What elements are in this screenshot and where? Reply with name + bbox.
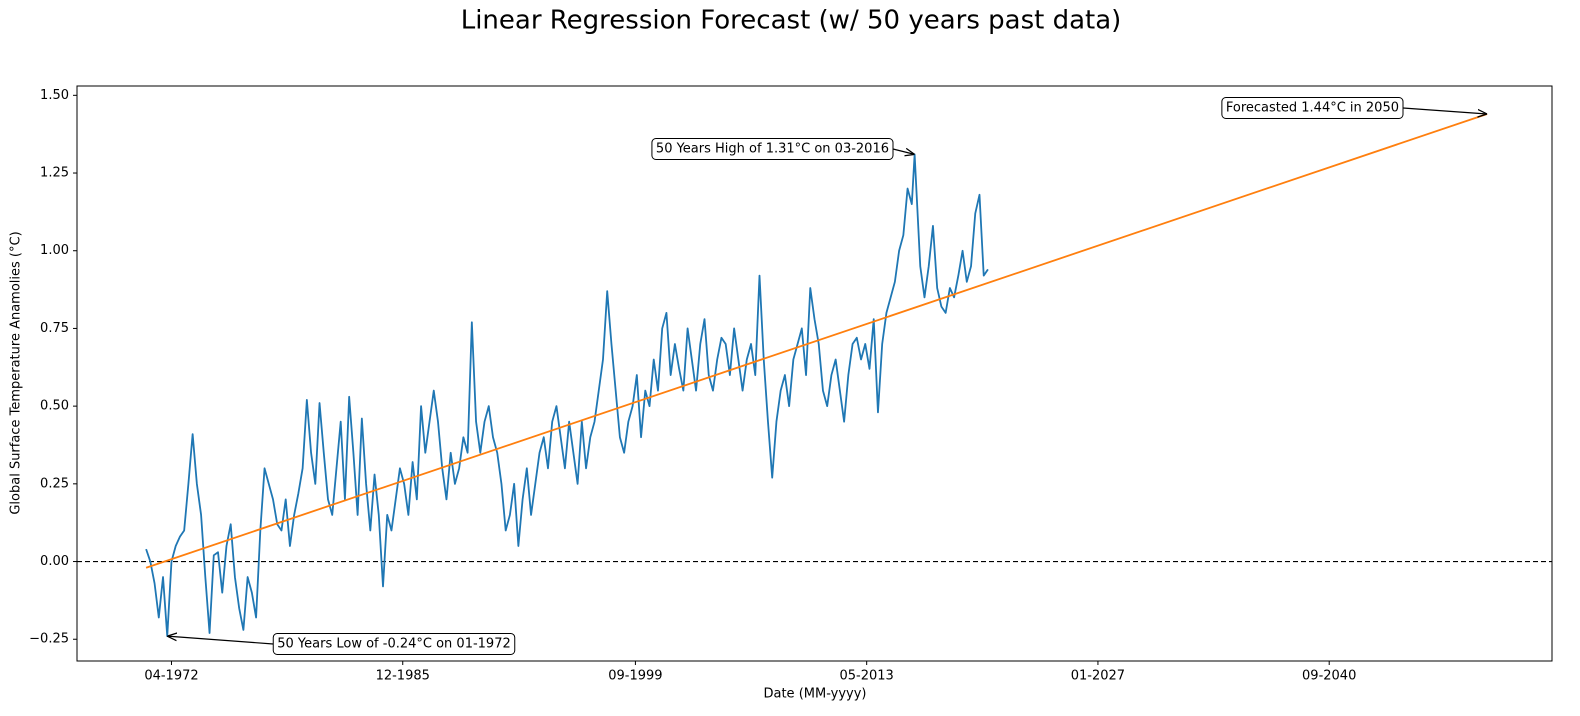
data-line bbox=[145, 113, 1488, 569]
y-tick-label: 0.75 bbox=[40, 321, 69, 336]
x-tick-label: 09-1999 bbox=[608, 669, 662, 684]
y-tick-label: 0.50 bbox=[40, 399, 69, 414]
annotation-arrow bbox=[1402, 107, 1487, 114]
y-tick-label: 0.25 bbox=[40, 476, 69, 491]
y-axis-label: Global Surface Temperature Anamolies (°C… bbox=[9, 231, 24, 514]
y-tick-label: 1.00 bbox=[40, 243, 69, 258]
data-line bbox=[145, 153, 989, 638]
x-tick-label: 01-2027 bbox=[1071, 669, 1125, 684]
annotation-text: 50 Years Low of -0.24°C on 01-1972 bbox=[277, 637, 511, 652]
plot-frame bbox=[76, 85, 1553, 662]
annotation-arrow bbox=[892, 149, 915, 154]
annotation-arrow bbox=[167, 636, 274, 645]
chart-title: Linear Regression Forecast (w/ 50 years … bbox=[461, 6, 1122, 36]
annotation-text: Forecasted 1.44°C in 2050 bbox=[1226, 101, 1399, 116]
y-tick-label: −0.25 bbox=[29, 632, 69, 647]
x-tick-label: 12-1985 bbox=[376, 669, 430, 684]
x-tick-label: 09-2040 bbox=[1302, 669, 1356, 684]
x-axis-label: Date (MM-yyyy) bbox=[763, 687, 866, 702]
x-tick-label: 05-2013 bbox=[840, 669, 894, 684]
y-tick-label: 1.50 bbox=[40, 88, 69, 103]
x-tick-label: 04-1972 bbox=[144, 669, 198, 684]
y-tick-label: 1.25 bbox=[40, 166, 69, 181]
annotation-text: 50 Years High of 1.31°C on 03-2016 bbox=[656, 142, 889, 157]
y-tick-label: 0.00 bbox=[40, 554, 69, 569]
